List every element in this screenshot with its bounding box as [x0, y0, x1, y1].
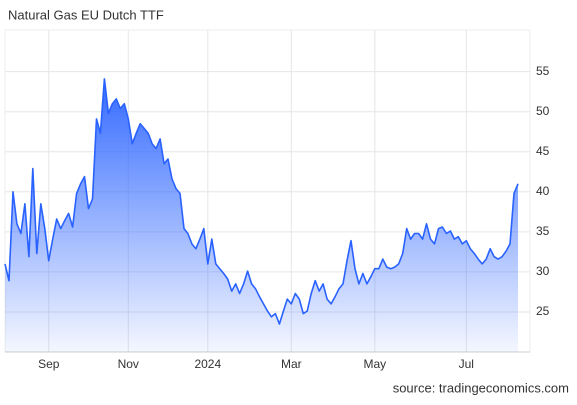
x-tick-label: Mar [281, 357, 302, 371]
y-tick-label: 45 [536, 144, 550, 158]
x-tick-label: Sep [38, 357, 60, 371]
price-line [4, 78, 519, 325]
y-tick-label: 50 [536, 104, 550, 118]
y-tick-label: 25 [536, 304, 550, 318]
x-tick-label: Nov [118, 357, 139, 371]
x-tick-label: May [364, 357, 387, 371]
y-tick-label: 40 [536, 184, 550, 198]
x-tick-label: Jul [459, 357, 474, 371]
y-tick-label: 55 [536, 64, 550, 78]
x-tick-label: 2024 [194, 357, 221, 371]
y-tick-label: 35 [536, 224, 550, 238]
source-note: source: tradingeconomics.com [393, 380, 569, 395]
y-tick-label: 30 [536, 264, 550, 278]
chart-title: Natural Gas EU Dutch TTF [8, 7, 164, 22]
area-fill [5, 78, 518, 353]
